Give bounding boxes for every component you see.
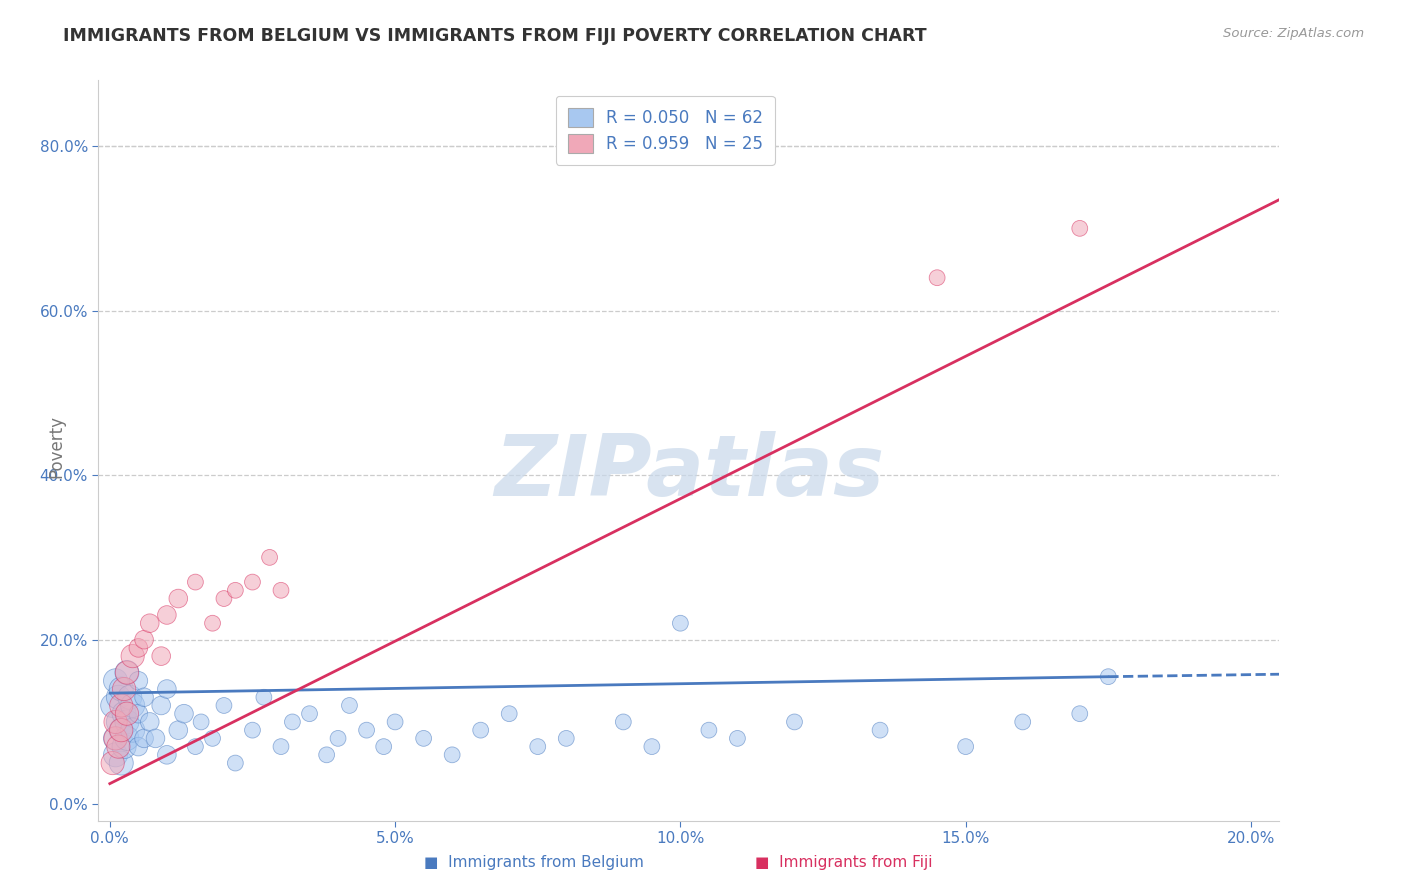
Point — [150, 698, 173, 713]
Text: ■  Immigrants from Belgium: ■ Immigrants from Belgium — [425, 855, 644, 870]
Point — [869, 723, 891, 738]
Point — [1011, 714, 1033, 729]
Point — [104, 714, 127, 729]
Point — [156, 607, 179, 622]
Point — [107, 690, 129, 705]
Point — [441, 747, 464, 762]
Point — [927, 270, 949, 285]
Point — [104, 673, 127, 688]
Point — [110, 756, 132, 770]
Point — [201, 616, 224, 631]
Point — [156, 681, 179, 696]
Point — [526, 739, 548, 754]
Point — [555, 731, 578, 746]
Point — [242, 723, 264, 738]
Point — [259, 550, 281, 565]
Point — [110, 681, 132, 696]
Text: IMMIGRANTS FROM BELGIUM VS IMMIGRANTS FROM FIJI POVERTY CORRELATION CHART: IMMIGRANTS FROM BELGIUM VS IMMIGRANTS FR… — [63, 27, 927, 45]
Point — [1069, 221, 1091, 235]
Point — [412, 731, 434, 746]
Point — [253, 690, 276, 705]
Point — [107, 739, 129, 754]
Point — [184, 575, 207, 590]
Point — [127, 640, 149, 655]
Point — [167, 723, 190, 738]
Point — [139, 714, 162, 729]
Point — [121, 649, 143, 664]
Point — [315, 747, 337, 762]
Point — [1097, 670, 1119, 684]
Point — [298, 706, 321, 721]
Point — [110, 723, 132, 738]
Point — [121, 698, 143, 713]
Point — [697, 723, 720, 738]
Text: ZIPatlas: ZIPatlas — [494, 431, 884, 514]
Point — [115, 665, 138, 680]
Point — [112, 706, 135, 721]
Point — [224, 583, 246, 598]
Point — [470, 723, 492, 738]
Point — [115, 731, 138, 746]
Text: Poverty: Poverty — [48, 415, 65, 477]
Point — [150, 649, 173, 664]
Point — [127, 739, 149, 754]
Point — [104, 731, 127, 746]
Point — [641, 739, 664, 754]
Point — [121, 723, 143, 738]
Point — [1069, 706, 1091, 721]
Point — [112, 739, 135, 754]
Point — [373, 739, 395, 754]
Point — [224, 756, 246, 770]
Point — [132, 731, 155, 746]
Point — [326, 731, 349, 746]
Point — [498, 706, 520, 721]
Point — [127, 673, 149, 688]
Point — [356, 723, 378, 738]
Point — [127, 706, 149, 721]
Point — [955, 739, 977, 754]
Point — [110, 723, 132, 738]
Point — [115, 665, 138, 680]
Point — [212, 591, 235, 606]
Point — [139, 616, 162, 631]
Point — [612, 714, 634, 729]
Point — [725, 731, 748, 746]
Point — [281, 714, 304, 729]
Point — [118, 690, 141, 705]
Text: Source: ZipAtlas.com: Source: ZipAtlas.com — [1223, 27, 1364, 40]
Point — [212, 698, 235, 713]
Point — [270, 739, 292, 754]
Point — [132, 690, 155, 705]
Point — [156, 747, 179, 762]
Point — [115, 706, 138, 721]
Point — [339, 698, 361, 713]
Point — [270, 583, 292, 598]
Point — [242, 575, 264, 590]
Point — [110, 698, 132, 713]
Text: ■  Immigrants from Fiji: ■ Immigrants from Fiji — [755, 855, 932, 870]
Point — [101, 756, 124, 770]
Point — [101, 698, 124, 713]
Point — [132, 632, 155, 647]
Point — [173, 706, 195, 721]
Point — [104, 731, 127, 746]
Point — [384, 714, 406, 729]
Point — [115, 714, 138, 729]
Point — [669, 616, 692, 631]
Point — [783, 714, 806, 729]
Point — [112, 681, 135, 696]
Legend: R = 0.050   N = 62, R = 0.959   N = 25: R = 0.050 N = 62, R = 0.959 N = 25 — [555, 96, 775, 164]
Point — [190, 714, 212, 729]
Point — [107, 714, 129, 729]
Point — [201, 731, 224, 746]
Point — [167, 591, 190, 606]
Point — [104, 747, 127, 762]
Point — [145, 731, 167, 746]
Point — [184, 739, 207, 754]
